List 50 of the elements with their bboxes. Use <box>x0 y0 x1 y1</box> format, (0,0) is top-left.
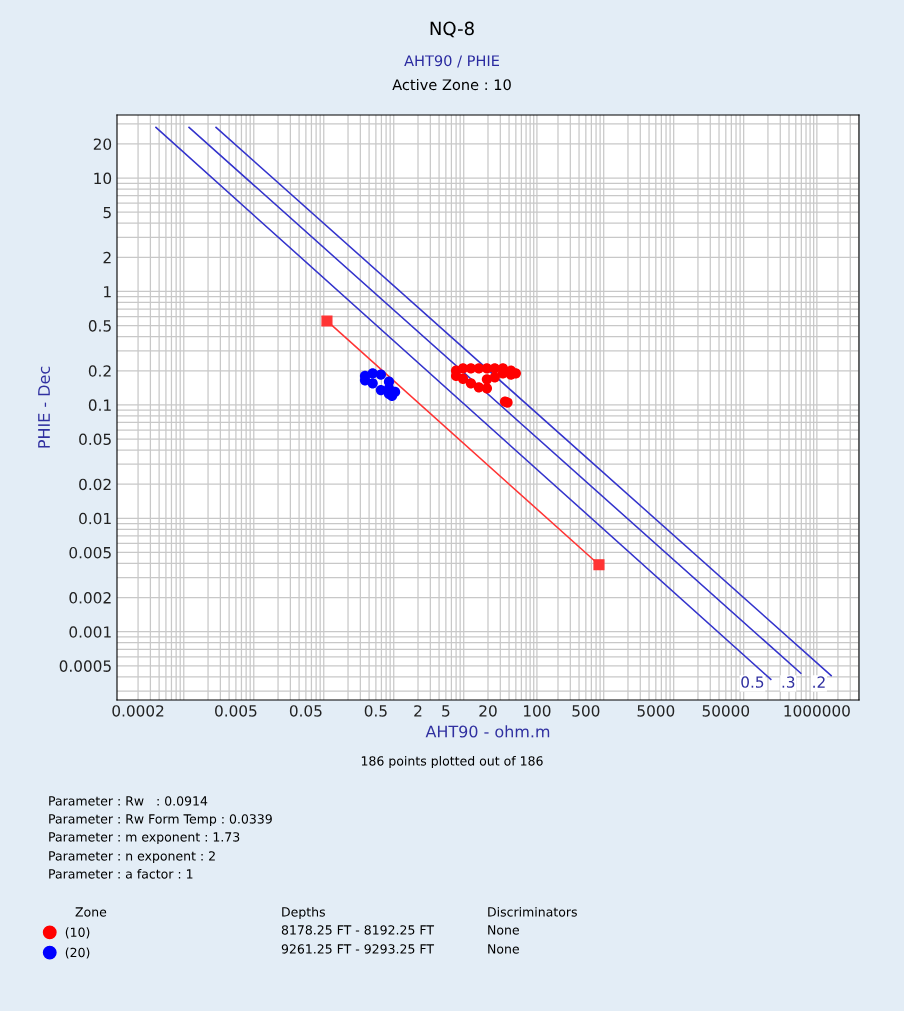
x-tick-label: 0.005 <box>215 705 257 717</box>
y-tick-label: 0.001 <box>69 626 111 638</box>
text: Parameter : Rw : 0.0914 <box>49 796 208 806</box>
text: 9261.25 FT - 9293.25 FT <box>281 944 435 954</box>
x-tick-label: 0.5 <box>364 705 387 717</box>
x-tick-label: 50000 <box>702 705 750 717</box>
text: None <box>488 925 519 935</box>
text: Depths <box>282 906 325 920</box>
y-tick-label: 0.005 <box>69 546 111 559</box>
y-axis-title: PHIE - Dec <box>38 366 51 448</box>
x-tick-label: 500 <box>572 705 600 717</box>
y-tick-label: 1 <box>104 286 111 298</box>
y-tick-label: 0.0005 <box>59 660 111 672</box>
text: 8178.25 FT - 8192.25 FT <box>281 925 435 935</box>
text: Active Zone : 10 <box>392 78 511 91</box>
x-tick-label: 0.05 <box>289 705 322 717</box>
x-tick-label: 5 <box>442 705 450 717</box>
y-tick-label: 20 <box>93 138 112 150</box>
y-tick-label: 5 <box>103 206 111 219</box>
chart-title: NQ-8 <box>430 21 474 38</box>
annotation: .3 <box>782 676 795 688</box>
text: Parameter : a factor : 1 <box>49 868 193 879</box>
annotation: .2 <box>813 676 825 688</box>
x-tick-label: 2 <box>414 705 422 717</box>
y-tick-label: 0.5 <box>88 320 111 332</box>
chart-subtitle: AHT90 / PHIE <box>404 55 499 68</box>
text: Parameter : n exponent : 2 <box>49 851 215 864</box>
y-tick-label: 0.1 <box>88 399 111 411</box>
y-tick-label: 0.01 <box>79 512 111 525</box>
x-tick-label: 5000 <box>637 705 675 717</box>
legend-label: (10) <box>65 927 90 939</box>
y-tick-label: 0.2 <box>88 365 111 377</box>
y-tick-label: 2 <box>103 251 111 264</box>
text: Parameter : m exponent : 1.73 <box>49 832 240 845</box>
text: Discriminators <box>488 906 577 917</box>
y-tick-label: 0.05 <box>79 433 111 446</box>
x-tick-label: 0.0002 <box>112 705 164 717</box>
text: Parameter : Rw Form Temp : 0.0339 <box>49 814 272 827</box>
annotation: 0.5 <box>741 676 764 688</box>
y-tick-label: 0.002 <box>69 592 111 604</box>
x-tick-label: 20 <box>479 705 497 717</box>
text: Zone <box>75 907 107 917</box>
x-axis-title: AHT90 - ohm.m <box>425 725 550 738</box>
text: None <box>488 944 519 954</box>
y-tick-label: 10 <box>94 172 112 185</box>
x-tick-label: 1000000 <box>784 705 850 717</box>
y-tick-label: 0.02 <box>79 478 111 491</box>
x-tick-label: 100 <box>524 705 551 717</box>
text: 186 points plotted out of 186 <box>361 755 543 769</box>
legend-label: (20) <box>65 947 90 959</box>
